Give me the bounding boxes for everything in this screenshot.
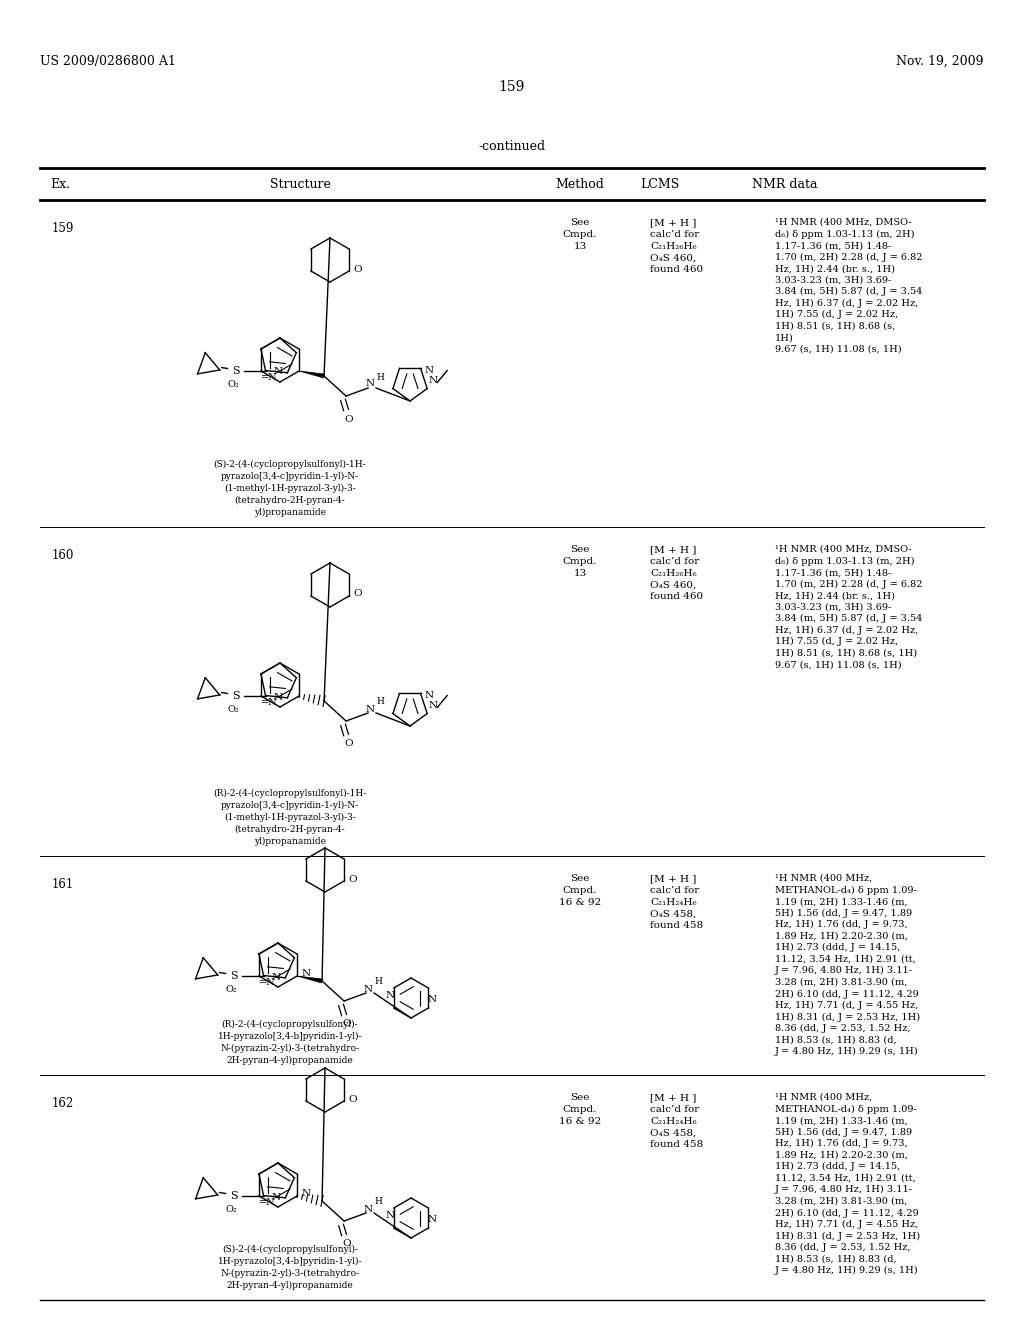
Text: Nov. 19, 2009: Nov. 19, 2009 <box>896 55 984 69</box>
Text: H: H <box>374 978 382 986</box>
Text: [M + H ]
calc’d for
C₂₁H₂₆H₆
O₄S 460,
found 460: [M + H ] calc’d for C₂₁H₂₆H₆ O₄S 460, fo… <box>650 545 703 601</box>
Text: H: H <box>376 697 384 706</box>
Text: N: N <box>424 366 433 375</box>
Text: N: N <box>364 1204 373 1213</box>
Text: N: N <box>366 380 375 388</box>
Text: N: N <box>366 705 375 714</box>
Text: See
Cmpd.
13: See Cmpd. 13 <box>563 545 597 578</box>
Text: N: N <box>364 985 373 994</box>
Text: ¹H NMR (400 MHz, DMSO-
d₆) δ ppm 1.03-1.13 (m, 2H)
1.17-1.36 (m, 5H) 1.48-
1.70 : ¹H NMR (400 MHz, DMSO- d₆) δ ppm 1.03-1.… <box>775 218 923 354</box>
Text: O: O <box>345 414 353 424</box>
Text: US 2009/0286800 A1: US 2009/0286800 A1 <box>40 55 176 69</box>
Text: 159: 159 <box>499 81 525 94</box>
Text: N: N <box>273 367 283 376</box>
Text: N: N <box>429 376 437 385</box>
Text: =N: =N <box>261 374 278 383</box>
Text: -continued: -continued <box>478 140 546 153</box>
Text: [M + H ]
calc’d for
C₂₁H₂₄H₆
O₄S 458,
found 458: [M + H ] calc’d for C₂₁H₂₄H₆ O₄S 458, fo… <box>650 1093 703 1150</box>
Text: NMR data: NMR data <box>753 177 818 190</box>
Text: S: S <box>229 1191 238 1200</box>
Text: (S)-2-(4-(cyclopropylsulfonyl)-1H-
pyrazolo[3,4-c]pyridin-1-yl)-N-
(1-methyl-1H-: (S)-2-(4-(cyclopropylsulfonyl)-1H- pyraz… <box>214 459 367 517</box>
Text: O₂: O₂ <box>225 1205 238 1214</box>
Text: N: N <box>429 701 437 710</box>
Text: N: N <box>428 1216 437 1225</box>
Text: O₂: O₂ <box>227 705 240 714</box>
Text: H: H <box>376 372 384 381</box>
Text: ¹H NMR (400 MHz, DMSO-
d₆) δ ppm 1.03-1.13 (m, 2H)
1.17-1.36 (m, 5H) 1.48-
1.70 : ¹H NMR (400 MHz, DMSO- d₆) δ ppm 1.03-1.… <box>775 545 923 669</box>
Text: 162: 162 <box>52 1097 75 1110</box>
Text: See
Cmpd.
16 & 92: See Cmpd. 16 & 92 <box>559 874 601 907</box>
Text: O: O <box>349 874 357 883</box>
Text: O₂: O₂ <box>227 380 240 389</box>
Text: N: N <box>273 693 283 701</box>
Text: N: N <box>385 1212 394 1221</box>
Text: [M + H ]
calc’d for
C₂₁H₂₆H₆
O₄S 460,
found 460: [M + H ] calc’d for C₂₁H₂₆H₆ O₄S 460, fo… <box>650 218 703 275</box>
Text: ¹H NMR (400 MHz,
METHANOL-d₄) δ ppm 1.09-
1.19 (m, 2H) 1.33-1.46 (m,
5H) 1.56 (d: ¹H NMR (400 MHz, METHANOL-d₄) δ ppm 1.09… <box>775 874 921 1056</box>
Text: See
Cmpd.
16 & 92: See Cmpd. 16 & 92 <box>559 1093 601 1126</box>
Text: Structure: Structure <box>269 177 331 190</box>
Text: N: N <box>428 995 437 1005</box>
Text: (R)-2-(4-(cyclopropylsulfonyl)-
1H-pyrazolo[3,4-b]pyridin-1-yl)-
N-(pyrazin-2-yl: (R)-2-(4-(cyclopropylsulfonyl)- 1H-pyraz… <box>218 1020 362 1065</box>
Text: N: N <box>271 973 281 982</box>
Text: 160: 160 <box>52 549 75 562</box>
Text: =N: =N <box>259 978 275 987</box>
Text: O: O <box>353 590 362 598</box>
Text: O: O <box>353 264 362 273</box>
Polygon shape <box>297 975 323 983</box>
Text: See
Cmpd.
13: See Cmpd. 13 <box>563 218 597 251</box>
Text: Ex.: Ex. <box>50 177 70 190</box>
Text: =N: =N <box>259 1199 275 1208</box>
Text: =N: =N <box>261 698 278 708</box>
Text: [M + H ]
calc’d for
C₂₁H₂₄H₆
O₄S 458,
found 458: [M + H ] calc’d for C₂₁H₂₄H₆ O₄S 458, fo… <box>650 874 703 931</box>
Text: O: O <box>345 739 353 748</box>
Text: LCMS: LCMS <box>640 177 680 190</box>
Text: N: N <box>301 969 310 978</box>
Text: (S)-2-(4-(cyclopropylsulfonyl)-
1H-pyrazolo[3,4-b]pyridin-1-yl)-
N-(pyrazin-2-yl: (S)-2-(4-(cyclopropylsulfonyl)- 1H-pyraz… <box>218 1245 362 1290</box>
Text: Method: Method <box>556 177 604 190</box>
Text: ¹H NMR (400 MHz,
METHANOL-d₄) δ ppm 1.09-
1.19 (m, 2H) 1.33-1.46 (m,
5H) 1.56 (d: ¹H NMR (400 MHz, METHANOL-d₄) δ ppm 1.09… <box>775 1093 921 1275</box>
Text: 161: 161 <box>52 878 75 891</box>
Text: N: N <box>271 1192 281 1201</box>
Text: (R)-2-(4-(cyclopropylsulfonyl)-1H-
pyrazolo[3,4-c]pyridin-1-yl)-N-
(1-methyl-1H-: (R)-2-(4-(cyclopropylsulfonyl)-1H- pyraz… <box>213 789 367 846</box>
Text: 159: 159 <box>52 222 75 235</box>
Text: O: O <box>349 1094 357 1104</box>
Text: S: S <box>229 970 238 981</box>
Text: N: N <box>301 1189 310 1199</box>
Text: H: H <box>374 1197 382 1206</box>
Text: S: S <box>231 690 240 701</box>
Polygon shape <box>299 371 325 378</box>
Text: N: N <box>424 690 433 700</box>
Text: S: S <box>231 366 240 375</box>
Text: N: N <box>385 991 394 1001</box>
Text: O: O <box>343 1239 351 1249</box>
Text: O₂: O₂ <box>225 985 238 994</box>
Text: O: O <box>343 1019 351 1028</box>
